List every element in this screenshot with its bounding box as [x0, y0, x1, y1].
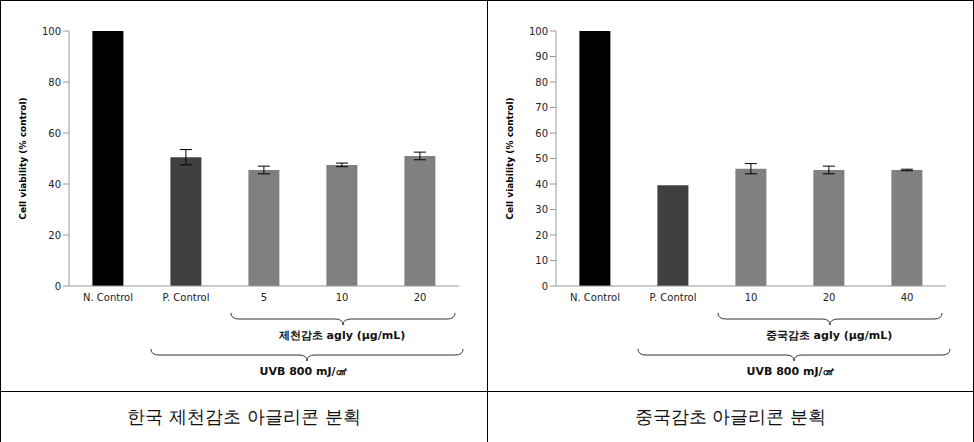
svg-text:80: 80	[535, 77, 548, 88]
html-text:중국감초 아글리콘 분획: 중국감초 아글리콘 분획	[634, 406, 827, 427]
svg-text:20: 20	[822, 292, 835, 303]
svg-text:100: 100	[42, 26, 61, 37]
svg-text:0: 0	[55, 281, 61, 292]
svg-text:중국감초 agly (μg/mL): 중국감초 agly (μg/mL)	[765, 329, 891, 342]
svg-text:60: 60	[535, 128, 548, 139]
html-text:한국 제천감초 아글리콘 분획: 한국 제천감초 아글리콘 분획	[127, 406, 361, 427]
svg-text:N. Control: N. Control	[83, 292, 133, 303]
svg-text:70: 70	[535, 102, 548, 113]
svg-text:UVB 800 mJ/㎠: UVB 800 mJ/㎠	[746, 365, 833, 378]
svg-text:0: 0	[541, 281, 547, 292]
svg-text:Cell viability (% control): Cell viability (% control)	[18, 97, 28, 219]
svg-text:N. Control: N. Control	[570, 292, 620, 303]
svg-text:40: 40	[48, 179, 61, 190]
svg-text:UVB 800 mJ/㎠: UVB 800 mJ/㎠	[259, 365, 346, 378]
svg-text:5: 5	[261, 292, 267, 303]
svg-text:P. Control: P. Control	[163, 292, 210, 303]
svg-text:10: 10	[336, 292, 349, 303]
svg-text:100: 100	[528, 26, 547, 37]
svg-text:제천감초 agly (μg/mL): 제천감초 agly (μg/mL)	[278, 329, 405, 342]
svg-text:30: 30	[535, 204, 548, 215]
svg-text:40: 40	[535, 179, 548, 190]
svg-text:80: 80	[48, 77, 61, 88]
svg-text:P. Control: P. Control	[649, 292, 696, 303]
svg-text:90: 90	[535, 51, 548, 62]
svg-text:50: 50	[535, 153, 548, 164]
svg-text:20: 20	[535, 230, 548, 241]
svg-text:60: 60	[48, 128, 61, 139]
svg-text:10: 10	[744, 292, 757, 303]
svg-text:10: 10	[535, 255, 548, 266]
svg-text:40: 40	[900, 292, 913, 303]
svg-text:20: 20	[414, 292, 427, 303]
svg-text:20: 20	[48, 230, 61, 241]
svg-text:Cell viability (% control): Cell viability (% control)	[505, 97, 515, 219]
